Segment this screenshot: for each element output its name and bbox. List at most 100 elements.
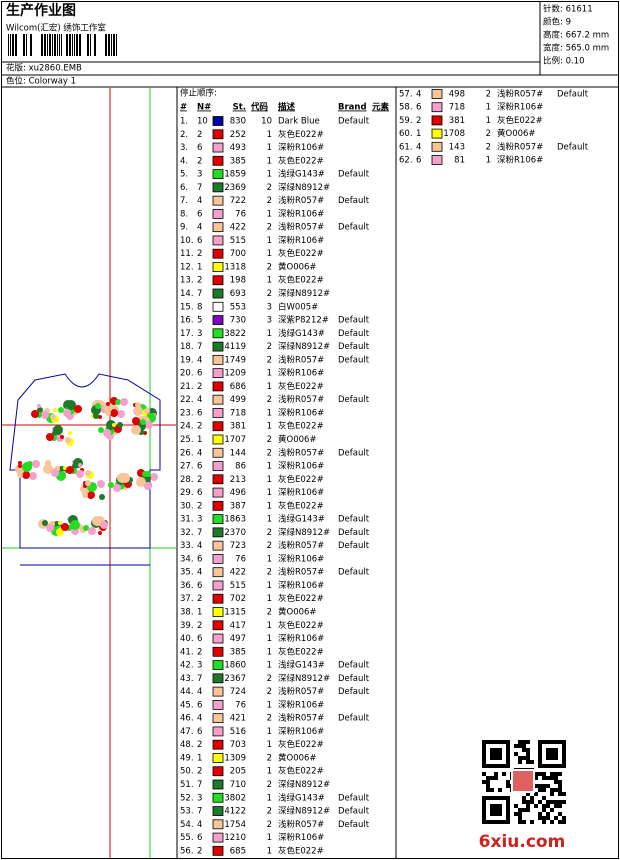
row-no: 26. [180, 448, 194, 458]
qr-cell [562, 744, 566, 748]
flower [97, 480, 105, 488]
qr-cell [486, 740, 490, 744]
row-stitches: 499 [230, 395, 246, 405]
qr-cell [550, 772, 554, 776]
row-brand: Default [338, 329, 370, 339]
row-no: 53. [180, 807, 194, 817]
qr-cell [562, 756, 566, 760]
row-needle: 2 [197, 382, 202, 392]
row-needle: 4 [416, 142, 421, 152]
qr-cell [558, 820, 562, 824]
row-needle: 6 [197, 727, 202, 737]
row-code: 2 [486, 90, 491, 100]
row-brand: Default [338, 807, 370, 817]
row-stitches: 422 [230, 568, 246, 578]
qr-cell [558, 740, 562, 744]
swatch [212, 116, 224, 126]
swatch [212, 315, 224, 325]
qr-cell [554, 752, 558, 756]
swatch [212, 593, 224, 604]
row-desc: 深粉R106# [278, 633, 324, 644]
row-stitches: 693 [230, 289, 246, 299]
swatch [212, 169, 224, 179]
qr-code [482, 740, 566, 824]
qr-cell [538, 740, 542, 744]
row-no: 38. [180, 607, 194, 617]
qr-cell [490, 820, 494, 824]
qr-logo [511, 769, 535, 793]
row-stitches: 702 [230, 594, 246, 604]
qr-cell [526, 800, 530, 804]
qr-cell [562, 792, 566, 796]
qr-cell [546, 812, 550, 816]
row-desc: 灰色E022# [278, 739, 324, 750]
row-desc: 浅粉R057# [278, 354, 324, 365]
row-no: 62. [399, 156, 413, 166]
flower [31, 410, 39, 418]
row-brand: Default [338, 342, 370, 352]
row-stitches: 381 [449, 116, 465, 126]
qr-cell [502, 796, 506, 800]
qr-cell [558, 812, 562, 816]
swatch [212, 726, 224, 737]
row-stitches: 2370 [224, 528, 246, 538]
row-desc: 灰色E022# [278, 474, 324, 485]
row-code: 1 [267, 329, 272, 339]
row-stitches: 86 [235, 462, 246, 472]
row-no: 19. [180, 355, 194, 365]
row-desc: 黄O006# [278, 752, 317, 763]
row-code: 1 [267, 276, 272, 286]
bar-line [94, 34, 96, 56]
qr-cell [486, 820, 490, 824]
row-stitches: 252 [230, 130, 246, 140]
qr-cell [490, 748, 494, 752]
row-stitches: 1309 [224, 753, 246, 763]
row-code: 1 [267, 462, 272, 472]
qr-cell [494, 812, 498, 816]
row-code: 2 [267, 753, 272, 763]
qr-cell [562, 816, 566, 820]
col-header: # [180, 103, 187, 113]
row-no: 36. [180, 581, 194, 591]
qr-cell [550, 800, 554, 804]
row-no: 54. [180, 820, 194, 830]
qr-cell [550, 748, 554, 752]
swatch [212, 461, 224, 471]
flower [63, 409, 71, 417]
flower [29, 472, 37, 480]
row-brand: Default [338, 448, 370, 458]
row-needle: 6 [197, 634, 202, 644]
swatch [212, 792, 224, 803]
barcode [8, 34, 117, 56]
flower [98, 531, 102, 535]
row-code: 2 [267, 820, 272, 830]
flower [22, 471, 30, 479]
row-stitches: 421 [230, 714, 246, 724]
qr-cell [490, 808, 494, 812]
swatch [212, 262, 224, 272]
row-code: 2 [486, 142, 491, 152]
qr-cell [486, 780, 490, 784]
row-needle: 2 [197, 249, 202, 259]
qr-cell [554, 804, 558, 808]
row-no: 40. [180, 634, 194, 644]
row-desc: 浅粉R057# [278, 195, 324, 206]
qr-cell [542, 772, 546, 776]
row-stitches: 516 [230, 727, 246, 737]
row-code: 1 [267, 475, 272, 485]
qr-cell [506, 756, 510, 760]
row-needle: 6 [197, 236, 202, 246]
qr-cell [494, 764, 498, 768]
qr-cell [498, 764, 502, 768]
qr-cell [482, 816, 486, 820]
qr-cell [530, 796, 534, 800]
row-code: 1 [267, 740, 272, 750]
row-desc: 深粉R106# [278, 580, 324, 591]
row-needle: 6 [197, 581, 202, 591]
flower [83, 525, 89, 531]
row-stitches: 76 [235, 700, 246, 710]
row-needle: 7 [197, 674, 202, 684]
qr-cell [498, 796, 502, 800]
qr-cell [494, 820, 498, 824]
qr-cell [542, 820, 546, 824]
